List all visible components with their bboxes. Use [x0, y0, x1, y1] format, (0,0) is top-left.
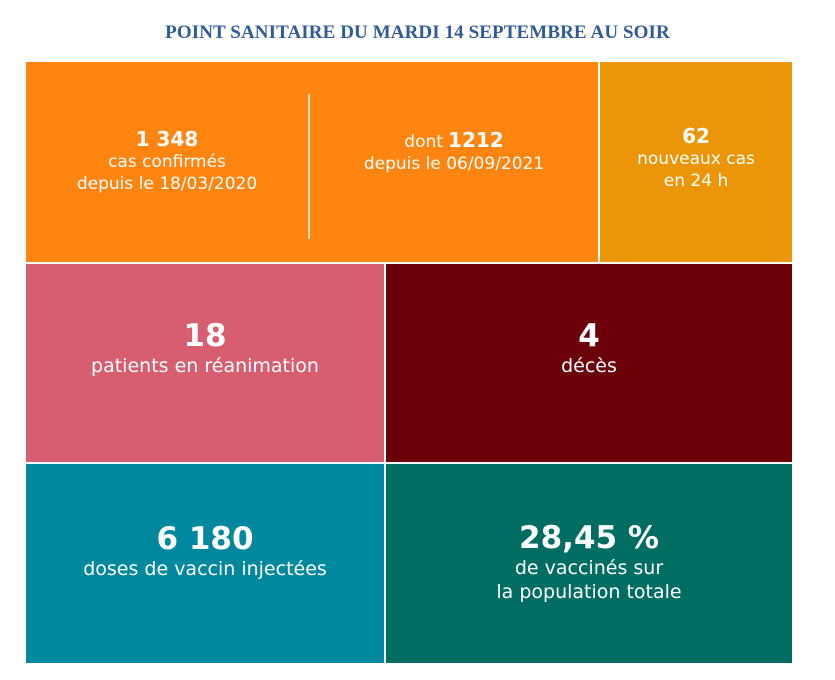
recent-cases-value: 1212 [448, 127, 504, 152]
vaccine-doses-value: 6 180 [156, 520, 254, 557]
deaths-label: décès [561, 355, 617, 377]
icu-value: 18 [183, 318, 227, 354]
icu-label: patients en réanimation [91, 355, 319, 377]
new-cases-tile: 62 nouveaux cas en 24 h [600, 62, 792, 262]
recent-cases-block: dont 1212 depuis le 06/09/2021 [310, 62, 598, 262]
deaths-value: 4 [578, 318, 600, 354]
new-cases-value: 62 [682, 124, 710, 148]
confirmed-cases-label: cas confirmés [108, 152, 226, 172]
icu-tile: 18 patients en réanimation [26, 264, 384, 462]
recent-cases-since: depuis le 06/09/2021 [363, 153, 545, 174]
confirmed-cases-tile: 1 348 cas confirmés depuis le 18/03/2020… [26, 62, 598, 262]
vaccination-rate-tile: 28,45 % de vaccinés sur la population to… [386, 464, 792, 663]
recent-cases-prefix: dont [404, 131, 443, 152]
page-title: POINT SANITAIRE DU MARDI 14 SEPTEMBRE AU… [165, 22, 670, 43]
new-cases-period: en 24 h [663, 171, 729, 191]
deaths-tile: 4 décès [386, 264, 792, 462]
new-cases-label: nouveaux cas [637, 149, 755, 169]
vaccination-rate-label: de vaccinés sur [514, 556, 664, 579]
confirmed-cases-block: 1 348 cas confirmés depuis le 18/03/2020 [26, 62, 308, 262]
divider [308, 94, 310, 239]
vaccination-rate-scope: la population totale [496, 580, 682, 603]
vaccine-doses-label: doses de vaccin injectées [83, 557, 327, 580]
recent-cases-line: dont 1212 [404, 128, 503, 153]
vaccination-rate-value: 28,45 % [519, 519, 659, 556]
confirmed-cases-since: depuis le 18/03/2020 [76, 174, 258, 194]
confirmed-cases-value: 1 348 [135, 127, 199, 151]
vaccine-doses-tile: 6 180 doses de vaccin injectées [26, 464, 384, 663]
